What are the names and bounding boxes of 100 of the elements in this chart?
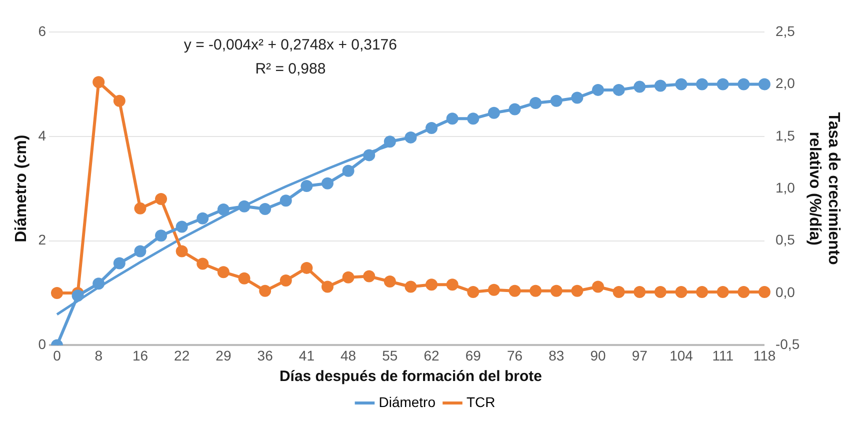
point <box>738 286 750 298</box>
point <box>634 80 646 93</box>
point <box>384 276 396 288</box>
x-tick-label: 62 <box>424 347 440 364</box>
point <box>467 286 480 298</box>
point <box>675 78 688 90</box>
point <box>384 136 396 148</box>
point <box>592 84 604 96</box>
point <box>342 271 354 284</box>
point <box>404 131 417 144</box>
point <box>530 284 542 297</box>
y-tick-label: 4 <box>38 127 46 144</box>
x-tick-label: 22 <box>174 347 190 364</box>
point <box>612 84 625 96</box>
x-tick-label: 104 <box>670 347 694 364</box>
y-axis-title: Diámetro (cm) <box>13 134 30 242</box>
point <box>716 78 729 90</box>
point <box>758 286 770 298</box>
point <box>363 270 376 282</box>
y2-tick-label: 2,0 <box>775 75 796 92</box>
point <box>571 284 584 297</box>
x-tick-label: 118 <box>753 347 776 364</box>
y2-tick-label: 1,5 <box>775 127 796 144</box>
point <box>113 94 126 107</box>
point <box>134 245 146 258</box>
point <box>176 220 188 233</box>
point <box>675 286 688 298</box>
point <box>72 290 84 302</box>
point <box>363 149 376 162</box>
point <box>488 284 500 296</box>
point <box>508 284 521 297</box>
point <box>259 202 272 215</box>
x-tick-label: 16 <box>132 347 148 364</box>
point <box>155 193 168 206</box>
point <box>654 80 666 92</box>
point <box>530 96 542 109</box>
point <box>634 286 646 298</box>
point <box>155 230 168 242</box>
x-tick-label: 97 <box>632 347 648 364</box>
x-axis-title: Días después de formación del brote <box>279 368 542 386</box>
y-tick-label: 6 <box>38 22 46 39</box>
point <box>758 78 770 90</box>
y2-tick-label: 0,0 <box>775 284 796 300</box>
point <box>238 272 250 284</box>
point <box>508 103 521 116</box>
point <box>300 262 313 274</box>
x-tick-label: 83 <box>548 347 564 364</box>
point <box>300 180 313 192</box>
x-tick-label: 55 <box>382 347 398 364</box>
point <box>342 164 354 177</box>
point <box>321 177 334 190</box>
point <box>259 284 272 297</box>
point <box>446 112 458 125</box>
legend-label: TCR <box>466 394 496 410</box>
y2-tick-label: 2,5 <box>775 22 796 39</box>
y-tick-label: 0 <box>38 336 46 352</box>
point <box>280 274 292 286</box>
y-tick-label: 2 <box>38 232 46 248</box>
legend-label: Diámetro <box>378 394 436 410</box>
x-tick-label: 69 <box>465 347 482 364</box>
point <box>696 286 708 298</box>
point <box>217 203 230 216</box>
y2-axis-title: Tasa de crecimiento relativo (%/día) <box>806 112 842 266</box>
x-tick-label: 8 <box>94 347 103 364</box>
point <box>612 286 625 298</box>
x-tick-label: 48 <box>340 347 356 364</box>
x-tick-label: 111 <box>712 347 734 364</box>
point <box>488 106 500 119</box>
point <box>696 78 708 90</box>
x-tick-label: 76 <box>506 347 523 364</box>
x-tick-label: 41 <box>298 347 315 364</box>
point <box>92 76 105 88</box>
point <box>426 278 438 291</box>
point <box>404 280 417 293</box>
point <box>113 257 126 270</box>
point <box>92 278 105 290</box>
point <box>238 200 250 212</box>
point <box>738 78 750 90</box>
point <box>176 245 188 258</box>
x-tick-label: 36 <box>257 347 274 364</box>
point <box>280 194 292 207</box>
point <box>196 212 209 224</box>
point <box>550 284 562 297</box>
point <box>50 287 63 299</box>
point <box>654 286 666 298</box>
point <box>550 94 562 107</box>
point <box>446 278 458 291</box>
x-tick-label: 0 <box>53 347 62 364</box>
annotation: y = -0,004x² + 0,2748x + 0,3176 <box>184 36 397 54</box>
point <box>467 112 480 125</box>
y2-tick-label: -0,5 <box>775 336 800 352</box>
point <box>426 122 438 134</box>
point <box>217 266 230 278</box>
y2-tick-label: 0,5 <box>775 232 796 248</box>
point <box>134 202 146 214</box>
point <box>592 280 604 293</box>
point <box>716 286 729 298</box>
point <box>571 92 584 104</box>
point <box>196 258 209 270</box>
x-tick-label: 29 <box>216 347 232 364</box>
